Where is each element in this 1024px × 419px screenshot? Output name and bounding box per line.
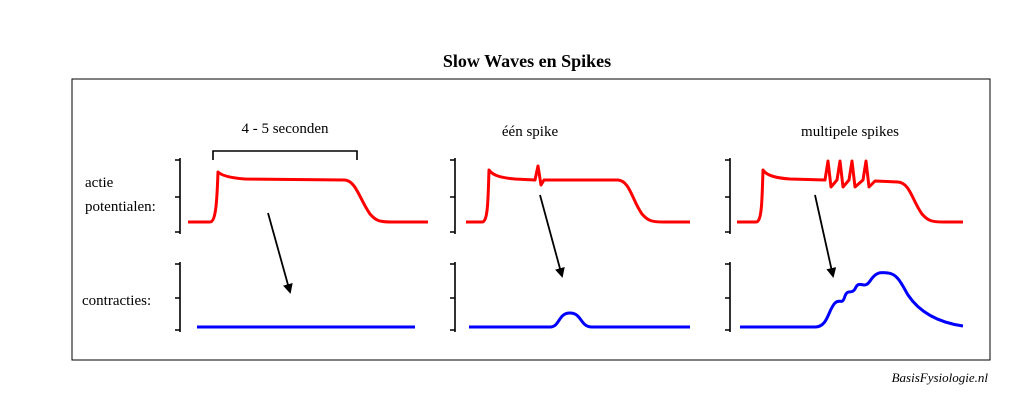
panel-label: 4 - 5 seconden (241, 121, 329, 137)
frame (71, 78, 991, 361)
row-label: potentialen: (85, 199, 156, 215)
credit: BasisFysiologie.nl (892, 370, 989, 385)
panel-label: multipele spikes (801, 124, 899, 140)
arrow (267, 212, 293, 294)
contraction-trace (469, 311, 690, 329)
contraction-trace (740, 271, 964, 329)
row-label: actie (85, 175, 114, 191)
arrow (539, 194, 565, 278)
row-label: contracties: (82, 293, 151, 309)
title: Slow Waves en Spikes (443, 51, 611, 71)
action-potential-trace (737, 159, 963, 224)
action-potential-trace (188, 170, 428, 224)
bracket (212, 150, 358, 160)
panel-label: één spike (502, 124, 559, 140)
axes (175, 158, 731, 332)
action-potential-trace (466, 164, 690, 224)
arrow (814, 194, 837, 278)
